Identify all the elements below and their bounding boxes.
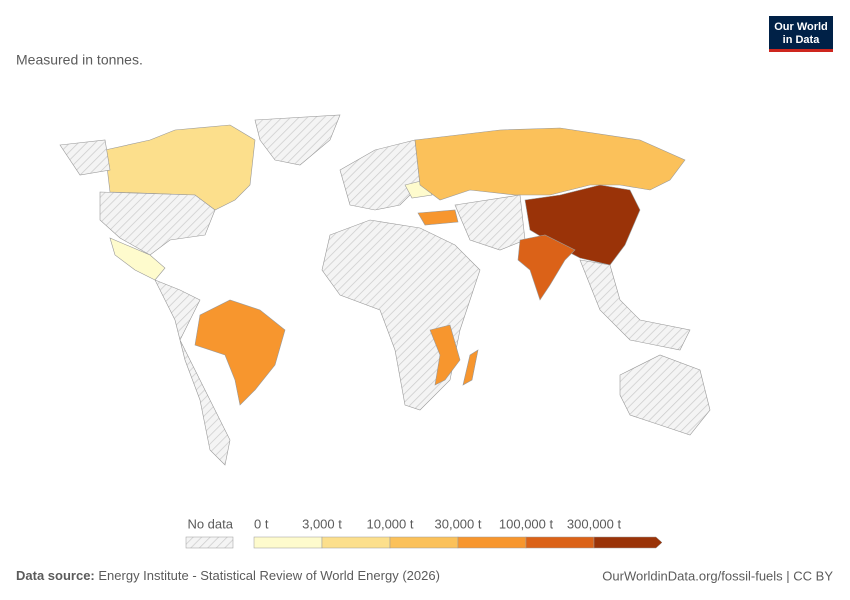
legend-swatch — [389, 536, 459, 549]
logo-box[interactable] — [769, 16, 833, 52]
greenland — [254, 114, 341, 166]
alaska — [59, 139, 111, 176]
africa — [321, 219, 481, 411]
legend-swatch — [525, 536, 595, 549]
central-asia — [454, 194, 526, 251]
legend-swatch — [185, 536, 234, 549]
turkey — [417, 209, 459, 226]
logo-text: Our World — [774, 21, 828, 33]
legend-label: 100,000 t — [499, 516, 554, 531]
subtitle: Measured in tonnes. — [16, 52, 143, 68]
legend-label: 3,000 t — [302, 516, 342, 531]
south-america — [154, 279, 231, 466]
logo-text: in Data — [783, 34, 821, 46]
footer-source: Data source: Energy Institute - Statisti… — [16, 568, 440, 583]
russia — [414, 127, 686, 201]
legend-swatch — [593, 536, 663, 549]
legend-label: 10,000 t — [367, 516, 414, 531]
mozambique-tanzania — [429, 324, 461, 386]
legend-label: 300,000 t — [567, 516, 622, 531]
map — [59, 114, 711, 466]
legend-label: 30,000 t — [435, 516, 482, 531]
legend-label: No data — [187, 516, 233, 531]
logo-bar — [769, 49, 833, 52]
southeast-asia — [579, 259, 691, 351]
india — [517, 234, 576, 301]
legend: 0 t 3,000 t 10,000 t 30,000 t 100,000 t 300,0… — [253, 516, 663, 549]
legend-label: 0 t — [254, 516, 269, 531]
europe — [339, 139, 421, 211]
australia — [619, 354, 711, 436]
legend-swatch — [457, 536, 527, 549]
brazil — [194, 299, 286, 406]
footer-link[interactable]: OurWorldinData.org/fossil-fuels | CC BY — [602, 568, 833, 583]
usa — [99, 191, 216, 256]
madagascar — [462, 349, 479, 386]
legend-swatch — [253, 536, 323, 549]
legend-swatch — [321, 536, 391, 549]
